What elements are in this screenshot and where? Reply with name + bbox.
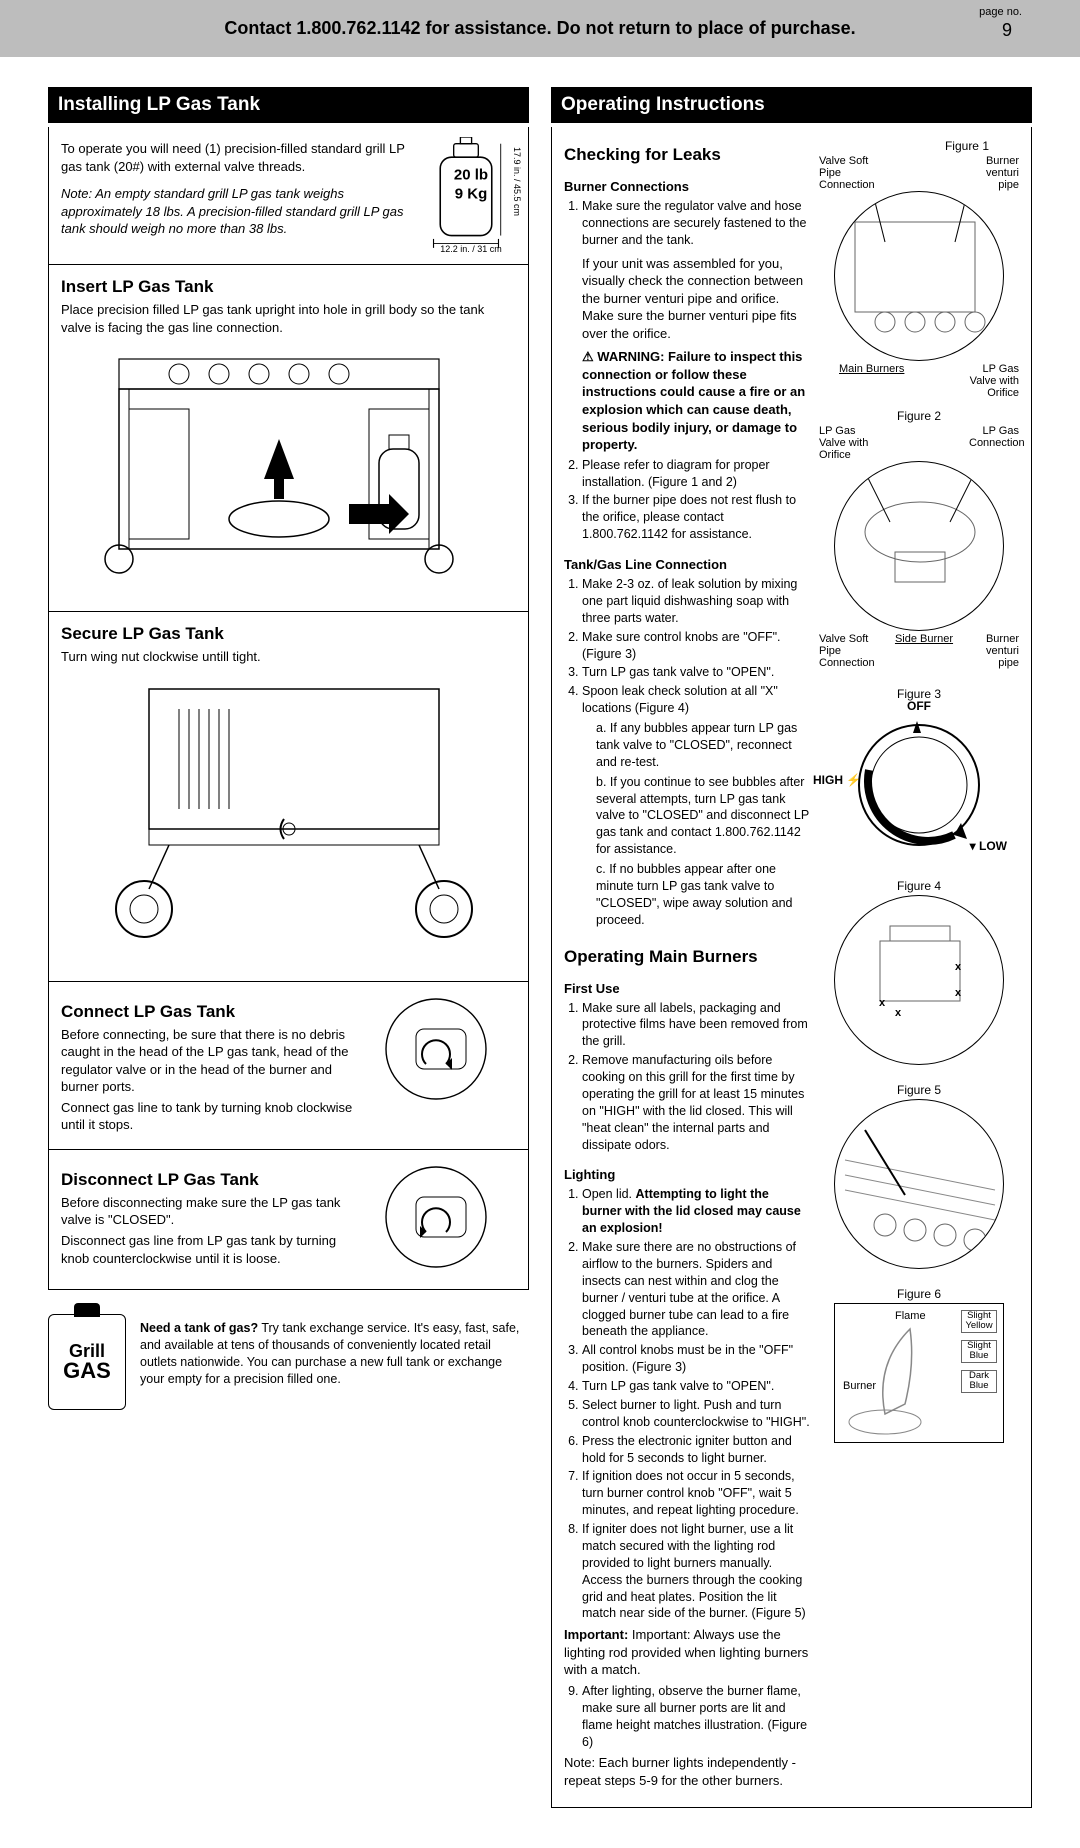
left-column: Installing LP Gas Tank To operate you wi…	[48, 87, 529, 1808]
grill-gas-logo: Grill GAS	[48, 1314, 126, 1410]
footer-gas-block: Grill GAS Need a tank of gas? Try tank e…	[48, 1314, 529, 1410]
fu-step-1: Make sure all labels, packaging and prot…	[582, 1000, 811, 1051]
header-contact-text: Contact 1.800.762.1142 for assistance. D…	[60, 18, 1020, 39]
lt-step-2: Make sure there are no obstructions of a…	[582, 1239, 811, 1340]
lt-step-7: If ignition does not occur in 5 seconds,…	[582, 1468, 811, 1519]
right-column: Operating Instructions Checking for Leak…	[551, 87, 1032, 1808]
burner-connections-head: Burner Connections	[564, 179, 811, 194]
insert-illustration	[61, 339, 516, 599]
svg-text:x: x	[895, 1007, 902, 1019]
bc-step-3: If the burner pipe does not rest flush t…	[582, 492, 811, 543]
section-title-installing: Installing LP Gas Tank	[48, 87, 529, 123]
svg-text:x: x	[955, 987, 962, 999]
tank-height-dim: 17.9 in. / 45.5 cm	[512, 147, 522, 216]
page-number: 9	[1002, 20, 1012, 41]
lighting-important: Important: Important: Always use the lig…	[564, 1626, 811, 1679]
operating-main-heading: Operating Main Burners	[564, 947, 811, 967]
connect-heading: Connect LP Gas Tank	[61, 1002, 356, 1022]
lt-step-4: Turn LP gas tank valve to "OPEN".	[582, 1378, 811, 1395]
svg-text:x: x	[955, 961, 962, 973]
intro-text: To operate you will need (1) precision-f…	[61, 140, 416, 175]
connect-p2: Connect gas line to tank by turning knob…	[61, 1099, 356, 1134]
insert-heading: Insert LP Gas Tank	[61, 277, 516, 297]
warning-text: ⚠ WARNING: Failure to inspect this conne…	[582, 348, 811, 453]
logo-line2: GAS	[63, 1360, 111, 1382]
fu-step-2: Remove manufacturing oils before cooking…	[582, 1052, 811, 1153]
disconnect-heading: Disconnect LP Gas Tank	[61, 1170, 356, 1190]
checking-leaks-heading: Checking for Leaks	[564, 145, 811, 165]
page-no-label: page no.	[979, 6, 1022, 18]
section-title-operating: Operating Instructions	[551, 87, 1032, 123]
page-content: Installing LP Gas Tank To operate you wi…	[0, 57, 1080, 1848]
installing-box: To operate you will need (1) precision-f…	[48, 127, 529, 1290]
tank-width-dim: 12.2 in. / 31 cm	[426, 244, 516, 254]
note-text: Note: An empty standard grill LP gas tan…	[61, 186, 404, 236]
svg-text:x: x	[879, 997, 886, 1009]
figure-6: Figure 6 Flame Burner Slight Yellow Slig…	[819, 1287, 1019, 1443]
secure-text: Turn wing nut clockwise untill tight.	[61, 648, 516, 666]
operating-text-column: Checking for Leaks Burner Connections Ma…	[564, 137, 811, 1793]
lt-step-1: Open lid. Attempting to light the burner…	[582, 1186, 811, 1237]
first-use-head: First Use	[564, 981, 811, 996]
secure-illustration	[61, 669, 516, 969]
footer-text: Need a tank of gas? Try tank exchange se…	[140, 1314, 529, 1388]
lighting-note: Note: Each burner lights independently -…	[564, 1754, 811, 1789]
lt-step-3: All control knobs must be in the "OFF" p…	[582, 1342, 811, 1376]
tank-lb: 20 lb	[454, 167, 488, 184]
disconnect-p2: Disconnect gas line from LP gas tank by …	[61, 1232, 356, 1267]
figures-column: Figure 1 Valve Soft Pipe Connection Burn…	[819, 137, 1019, 1793]
secure-heading: Secure LP Gas Tank	[61, 624, 516, 644]
connect-illustration	[366, 994, 516, 1107]
disconnect-illustration	[366, 1162, 516, 1275]
tg-step-2: Make sure control knobs are "OFF". (Figu…	[582, 629, 811, 663]
figure-1: Figure 1 Valve Soft Pipe Connection Burn…	[819, 139, 1019, 399]
lighting-head: Lighting	[564, 1167, 811, 1182]
operating-box: Checking for Leaks Burner Connections Ma…	[551, 127, 1032, 1808]
tg-step-1: Make 2-3 oz. of leak solution by mixing …	[582, 576, 811, 627]
figure-2: Figure 2 LP Gas Valve with Orifice LP Ga…	[819, 409, 1019, 669]
lt-step-9: After lighting, observe the burner flame…	[582, 1683, 811, 1751]
tank-dimension-figure: 20 lb 9 Kg 12.2 in. / 31 cm 17.9 in. / 4…	[426, 137, 516, 252]
bc-step-1: Make sure the regulator valve and hose c…	[582, 198, 811, 454]
lt-step-6: Press the electronic igniter button and …	[582, 1433, 811, 1467]
lt-step-5: Select burner to light. Push and turn co…	[582, 1397, 811, 1431]
figure-3: Figure 3 OFF HIGH ⚡ ▾ LOW	[819, 687, 1019, 855]
insert-text: Place precision filled LP gas tank uprig…	[61, 301, 516, 336]
bc-step-2: Please refer to diagram for proper insta…	[582, 457, 811, 491]
disconnect-p1: Before disconnecting make sure the LP ga…	[61, 1194, 356, 1229]
lt-step-8: If igniter does not light burner, use a …	[582, 1521, 811, 1622]
tg-step-3: Turn LP gas tank valve to "OPEN".	[582, 664, 811, 681]
connect-p1: Before connecting, be sure that there is…	[61, 1026, 356, 1096]
tank-kg: 9 Kg	[455, 185, 488, 202]
figure-4: Figure 4 x x x x	[819, 879, 1019, 1065]
tank-gas-line-head: Tank/Gas Line Connection	[564, 557, 811, 572]
warning-icon: ⚠	[582, 349, 597, 364]
header-band: page no. 9 Contact 1.800.762.1142 for as…	[0, 0, 1080, 57]
tg-step-4: Spoon leak check solution at all "X" loc…	[582, 683, 811, 928]
figure-5: Figure 5	[819, 1083, 1019, 1269]
